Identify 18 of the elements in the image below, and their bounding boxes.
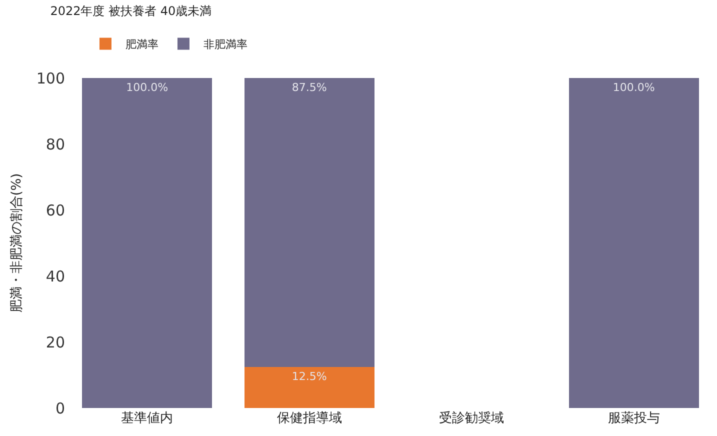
data-label: 12.5% [292,370,327,383]
data-label: 100.0% [126,81,168,94]
x-tick-label: 保健指導域 [276,411,342,426]
y-tick-label: 40 [46,267,65,286]
y-axis-title: 肥満・非肥満の割合(%) [9,173,24,313]
y-tick-label: 60 [46,201,65,220]
legend-label: 肥満率 [125,38,158,51]
x-tick-label: 服薬投与 [608,411,660,426]
data-label: 87.5% [292,81,327,94]
y-tick-label: 0 [55,399,65,418]
x-tick-label: 受診勧奨域 [439,411,504,426]
data-label: 100.0% [612,81,655,94]
y-tick-label: 80 [46,135,65,154]
y-tick-label: 100 [36,69,65,88]
y-tick-label: 20 [46,333,65,352]
x-tick-label: 基準値内 [121,411,174,426]
chart-title: 2022年度 被扶養者 40歳未満 [50,4,212,18]
legend-label: 非肥満率 [203,38,248,51]
